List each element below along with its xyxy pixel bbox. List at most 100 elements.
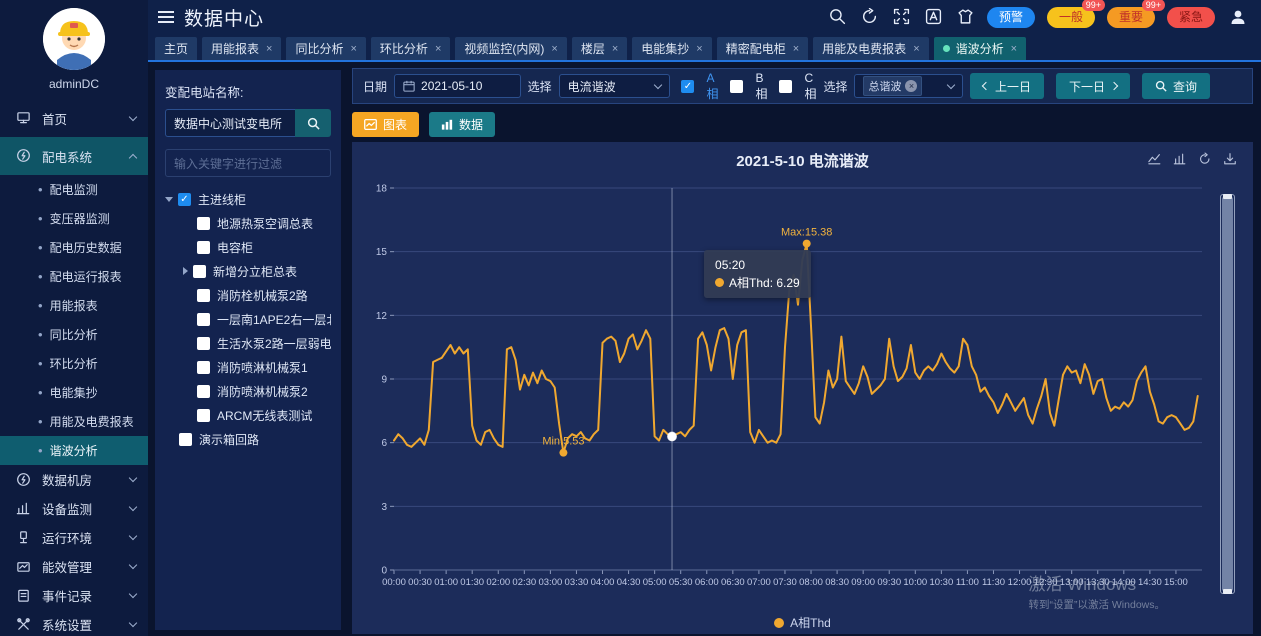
tag-remove-icon[interactable]: × [905, 80, 918, 92]
restore-icon[interactable] [1198, 152, 1212, 169]
next-day-button[interactable]: 下一日 [1055, 73, 1130, 99]
datazoom-thumb[interactable] [1222, 197, 1233, 591]
submenu-item-用能及电费报表[interactable]: • 用能及电费报表 [0, 407, 148, 436]
submenu-item-变压器监测[interactable]: • 变压器监测 [0, 204, 148, 233]
checkbox-icon[interactable] [730, 79, 744, 93]
submenu-item-电能集抄[interactable]: • 电能集抄 [0, 378, 148, 407]
station-search-button[interactable] [295, 109, 331, 137]
tree-node-电容柜[interactable]: 电容柜 [165, 235, 331, 259]
line-chart-icon[interactable] [1148, 152, 1162, 169]
submenu-item-配电监测[interactable]: • 配电监测 [0, 175, 148, 204]
query-button[interactable]: 查询 [1141, 73, 1210, 99]
tab-电能集抄[interactable]: 电能集抄 × [632, 37, 712, 60]
sidebar-item-数据机房[interactable]: 数据机房 [0, 465, 148, 494]
avatar[interactable] [43, 8, 105, 70]
tree-node-ARCM无线表测试[interactable]: ARCM无线表测试 [165, 403, 331, 427]
data-view-button[interactable]: 数据 [429, 112, 496, 137]
tab-close-icon[interactable]: × [696, 42, 703, 55]
checkbox-checked-icon[interactable]: ✓ [178, 192, 191, 206]
checkbox-icon[interactable] [197, 336, 210, 350]
tab-close-icon[interactable]: × [611, 42, 619, 55]
sidebar-item-事件记录[interactable]: 事件记录 [0, 581, 148, 610]
user-icon[interactable] [1229, 8, 1247, 26]
tree-node-消防喷淋机械泵2[interactable]: 消防喷淋机械泵2 [165, 379, 331, 403]
tree-filter-input[interactable]: 输入关键字进行过滤 [165, 149, 331, 177]
tab-视频监控(内网)[interactable]: 视频监控(内网) × [455, 37, 567, 60]
checkbox-icon[interactable] [179, 432, 192, 446]
tab-close-icon[interactable]: × [350, 42, 357, 55]
submenu-item-用能报表[interactable]: • 用能报表 [0, 291, 148, 320]
datazoom-handle-top[interactable] [1223, 194, 1232, 199]
tab-close-icon[interactable]: × [266, 42, 273, 55]
search-icon[interactable] [829, 8, 847, 26]
tree-node-新增分立柜总表[interactable]: 新增分立柜总表 [165, 259, 331, 283]
date-input[interactable]: 2021-05-10 [394, 74, 521, 98]
tab-close-icon[interactable]: × [1010, 42, 1018, 55]
tree-node-生活水泵2路一层弱电房[interactable]: 生活水泵2路一层弱电房 [165, 331, 331, 355]
harmonics-line-chart[interactable]: 0 3 6 9 12 15 18 00:00 00:30 01:00 01:30 02:00 02:30… [360, 172, 1212, 612]
tab-同比分析[interactable]: 同比分析 × [286, 37, 366, 60]
tree-node-消防栓机械泵2路[interactable]: 消防栓机械泵2路 [165, 283, 331, 307]
checkbox-icon[interactable] [197, 360, 210, 374]
submenu-item-环比分析[interactable]: • 环比分析 [0, 349, 148, 378]
checkbox-icon[interactable] [197, 408, 210, 422]
sidebar-item-配电系统[interactable]: 配电系统 [0, 137, 148, 175]
translate-icon[interactable] [925, 8, 943, 26]
caret-down-icon[interactable] [165, 196, 173, 202]
tab-环比分析[interactable]: 环比分析 × [370, 37, 451, 60]
tree-node-消防喷淋机械泵1[interactable]: 消防喷淋机械泵1 [165, 355, 331, 379]
checkbox-icon[interactable] [197, 288, 210, 302]
sidebar-item-系统设置[interactable]: 系统设置 [0, 610, 148, 636]
tab-主页[interactable]: 主页 [155, 37, 198, 60]
sidebar-item-能效管理[interactable]: 能效管理 [0, 552, 148, 581]
sidebar-item-运行环境[interactable]: 运行环境 [0, 523, 148, 552]
refresh-icon[interactable] [861, 7, 879, 26]
tab-close-icon[interactable]: × [913, 42, 920, 55]
type-select[interactable]: 电流谐波 [558, 74, 671, 98]
alarm-button-一般[interactable]: 一般 99+ [1046, 0, 1105, 28]
hamburger-icon[interactable] [158, 11, 174, 23]
alarm-button-紧急[interactable]: 紧急 [1166, 6, 1215, 28]
checkbox-checked-icon[interactable]: ✓ [681, 79, 695, 93]
phase-checkbox-B相[interactable]: B相 [730, 71, 767, 102]
tree-node-主进线柜[interactable]: ✓ 主进线柜 [165, 187, 331, 211]
bar-chart-icon[interactable] [1173, 152, 1187, 169]
checkbox-icon[interactable] [779, 79, 793, 93]
caret-right-icon[interactable] [183, 267, 188, 275]
station-input[interactable]: 数据中心测试变电所 [165, 109, 295, 137]
tree-node-一层南1APE2右一层北1APE1左[interactable]: 一层南1APE2右一层北1APE1左 [165, 307, 331, 331]
datazoom-handle-bottom[interactable] [1223, 589, 1232, 594]
tab-用能报表[interactable]: 用能报表 × [202, 37, 282, 60]
checkbox-icon[interactable] [193, 264, 206, 278]
submenu-item-同比分析[interactable]: • 同比分析 [0, 320, 148, 349]
tab-close-icon[interactable]: × [551, 42, 558, 55]
chart-legend[interactable]: A相Thd [352, 614, 1253, 631]
tab-精密配电柜[interactable]: 精密配电柜 × [716, 37, 809, 60]
harmonic-select[interactable]: 总谐波 × [854, 74, 963, 98]
submenu-item-配电历史数据[interactable]: • 配电历史数据 [0, 233, 148, 262]
chart-view-button[interactable]: 图表 [352, 112, 420, 137]
checkbox-icon[interactable] [197, 312, 210, 326]
tree-node-演示箱回路[interactable]: 演示箱回路 [165, 427, 331, 451]
tab-用能及电费报表[interactable]: 用能及电费报表 × [813, 37, 929, 60]
phase-checkbox-A相[interactable]: ✓ A相 [681, 71, 718, 102]
tab-close-icon[interactable]: × [434, 42, 442, 55]
checkbox-icon[interactable] [197, 216, 210, 230]
sidebar-item-设备监测[interactable]: 设备监测 [0, 494, 148, 523]
fullscreen-icon[interactable] [893, 8, 911, 26]
phase-checkbox-C相[interactable]: C相 [779, 71, 816, 102]
submenu-item-谐波分析[interactable]: • 谐波分析 [0, 436, 148, 465]
tree-node-地源热泵空调总表[interactable]: 地源热泵空调总表 [165, 211, 331, 235]
checkbox-icon[interactable] [197, 240, 210, 254]
tab-close-icon[interactable]: × [792, 42, 800, 55]
submenu-item-配电运行报表[interactable]: • 配电运行报表 [0, 262, 148, 291]
alarm-button-预警[interactable]: 预警 [986, 6, 1035, 28]
download-icon[interactable] [1223, 152, 1237, 169]
sidebar-item-首页[interactable]: 首页 [0, 99, 148, 137]
theme-icon[interactable] [957, 8, 975, 26]
prev-day-button[interactable]: 上一日 [969, 73, 1044, 99]
alarm-button-重要[interactable]: 重要 99+ [1106, 0, 1165, 28]
tab-楼层[interactable]: 楼层 × [571, 37, 628, 60]
checkbox-icon[interactable] [197, 384, 210, 398]
tab-谐波分析[interactable]: 谐波分析 × [933, 37, 1027, 60]
